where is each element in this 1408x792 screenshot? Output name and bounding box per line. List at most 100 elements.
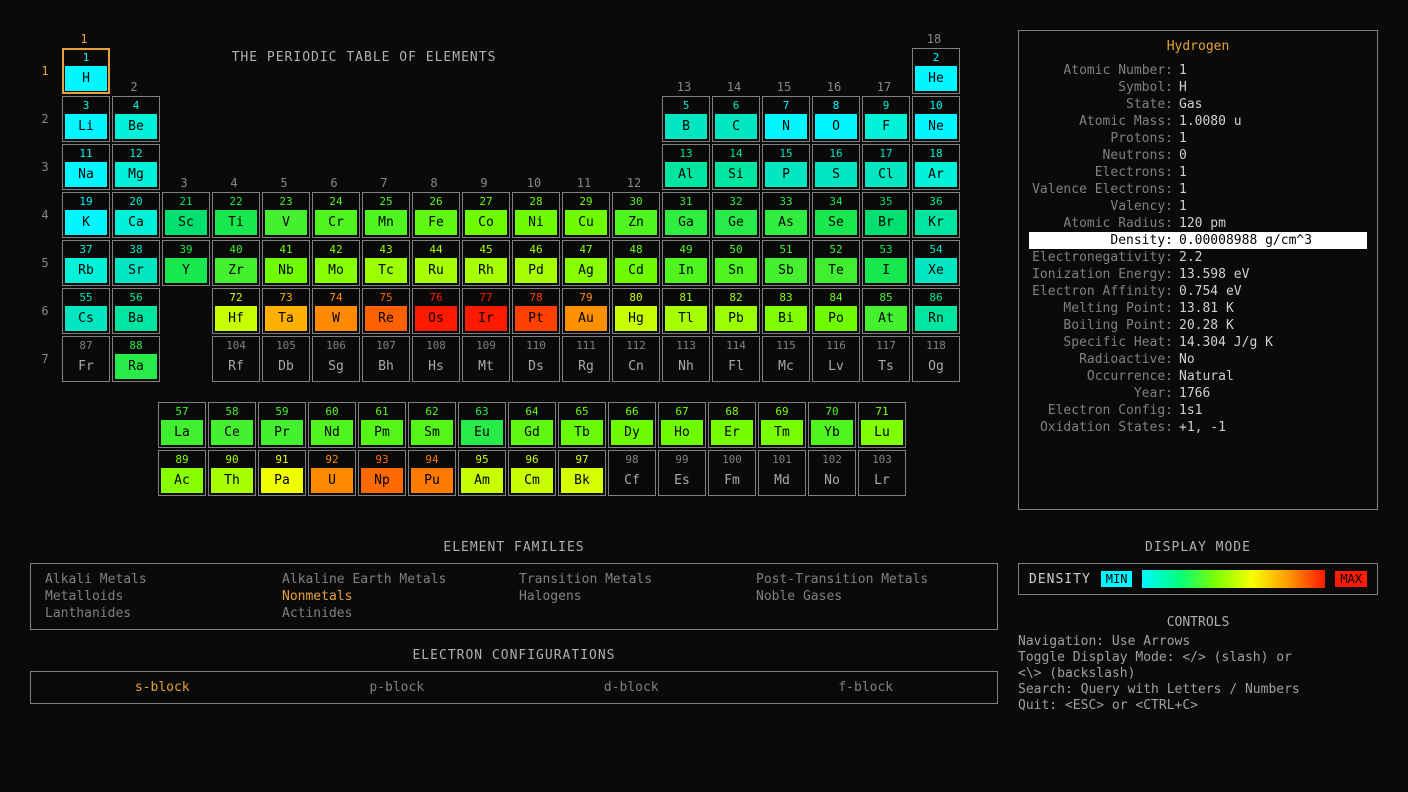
- element-cell-O[interactable]: 8O: [812, 96, 860, 142]
- element-cell-Mn[interactable]: 25Mn: [362, 192, 410, 238]
- element-cell-Cu[interactable]: 29Cu: [562, 192, 610, 238]
- electron-config-item[interactable]: s-block: [45, 680, 280, 695]
- element-cell-Ir[interactable]: 77Ir: [462, 288, 510, 334]
- element-cell-N[interactable]: 7N: [762, 96, 810, 142]
- element-cell-Hf[interactable]: 72Hf: [212, 288, 260, 334]
- element-cell-Mc[interactable]: 115Mc: [762, 336, 810, 382]
- family-item[interactable]: Alkaline Earth Metals: [282, 572, 509, 587]
- element-cell-Ce[interactable]: 58Ce: [208, 402, 256, 448]
- element-cell-Xe[interactable]: 54Xe: [912, 240, 960, 286]
- element-cell-Am[interactable]: 95Am: [458, 450, 506, 496]
- element-cell-Li[interactable]: 3Li: [62, 96, 110, 142]
- element-cell-Eu[interactable]: 63Eu: [458, 402, 506, 448]
- element-cell-Nh[interactable]: 113Nh: [662, 336, 710, 382]
- element-cell-Tc[interactable]: 43Tc: [362, 240, 410, 286]
- element-cell-Dy[interactable]: 66Dy: [608, 402, 656, 448]
- element-cell-Rf[interactable]: 104Rf: [212, 336, 260, 382]
- element-cell-P[interactable]: 15P: [762, 144, 810, 190]
- element-cell-Na[interactable]: 11Na: [62, 144, 110, 190]
- element-cell-Md[interactable]: 101Md: [758, 450, 806, 496]
- element-cell-No[interactable]: 102No: [808, 450, 856, 496]
- element-cell-Tb[interactable]: 65Tb: [558, 402, 606, 448]
- element-cell-Cn[interactable]: 112Cn: [612, 336, 660, 382]
- element-cell-Cm[interactable]: 96Cm: [508, 450, 556, 496]
- element-cell-Cd[interactable]: 48Cd: [612, 240, 660, 286]
- element-cell-Fm[interactable]: 100Fm: [708, 450, 756, 496]
- element-cell-Pa[interactable]: 91Pa: [258, 450, 306, 496]
- family-item[interactable]: Metalloids: [45, 589, 272, 604]
- element-cell-Ta[interactable]: 73Ta: [262, 288, 310, 334]
- element-cell-Al[interactable]: 13Al: [662, 144, 710, 190]
- element-cell-Mt[interactable]: 109Mt: [462, 336, 510, 382]
- element-cell-Tm[interactable]: 69Tm: [758, 402, 806, 448]
- element-cell-Re[interactable]: 75Re: [362, 288, 410, 334]
- element-cell-Co[interactable]: 27Co: [462, 192, 510, 238]
- element-cell-Ra[interactable]: 88Ra: [112, 336, 160, 382]
- element-cell-Hg[interactable]: 80Hg: [612, 288, 660, 334]
- electron-config-item[interactable]: f-block: [749, 680, 984, 695]
- element-cell-Ge[interactable]: 32Ge: [712, 192, 760, 238]
- element-cell-Bh[interactable]: 107Bh: [362, 336, 410, 382]
- element-cell-Es[interactable]: 99Es: [658, 450, 706, 496]
- element-cell-Nd[interactable]: 60Nd: [308, 402, 356, 448]
- element-cell-Er[interactable]: 68Er: [708, 402, 756, 448]
- element-cell-Sn[interactable]: 50Sn: [712, 240, 760, 286]
- element-cell-Pt[interactable]: 78Pt: [512, 288, 560, 334]
- element-cell-Y[interactable]: 39Y: [162, 240, 210, 286]
- element-cell-Th[interactable]: 90Th: [208, 450, 256, 496]
- element-cell-Ni[interactable]: 28Ni: [512, 192, 560, 238]
- element-cell-Ca[interactable]: 20Ca: [112, 192, 160, 238]
- element-cell-Db[interactable]: 105Db: [262, 336, 310, 382]
- element-cell-Cr[interactable]: 24Cr: [312, 192, 360, 238]
- element-cell-Ba[interactable]: 56Ba: [112, 288, 160, 334]
- element-cell-Au[interactable]: 79Au: [562, 288, 610, 334]
- element-cell-Cl[interactable]: 17Cl: [862, 144, 910, 190]
- element-cell-As[interactable]: 33As: [762, 192, 810, 238]
- element-cell-Si[interactable]: 14Si: [712, 144, 760, 190]
- family-item[interactable]: Actinides: [282, 606, 509, 621]
- element-cell-Pd[interactable]: 46Pd: [512, 240, 560, 286]
- element-cell-Np[interactable]: 93Np: [358, 450, 406, 496]
- family-item[interactable]: Lanthanides: [45, 606, 272, 621]
- element-cell-Pr[interactable]: 59Pr: [258, 402, 306, 448]
- element-cell-U[interactable]: 92U: [308, 450, 356, 496]
- element-cell-Ga[interactable]: 31Ga: [662, 192, 710, 238]
- element-cell-F[interactable]: 9F: [862, 96, 910, 142]
- family-item[interactable]: Post-Transition Metals: [756, 572, 983, 587]
- element-cell-Sg[interactable]: 106Sg: [312, 336, 360, 382]
- element-cell-Ho[interactable]: 67Ho: [658, 402, 706, 448]
- element-cell-Rg[interactable]: 111Rg: [562, 336, 610, 382]
- element-cell-W[interactable]: 74W: [312, 288, 360, 334]
- element-cell-Sr[interactable]: 38Sr: [112, 240, 160, 286]
- element-cell-Te[interactable]: 52Te: [812, 240, 860, 286]
- element-cell-Sb[interactable]: 51Sb: [762, 240, 810, 286]
- element-cell-Og[interactable]: 118Og: [912, 336, 960, 382]
- electron-config-item[interactable]: p-block: [280, 680, 515, 695]
- element-cell-La[interactable]: 57La: [158, 402, 206, 448]
- element-cell-Os[interactable]: 76Os: [412, 288, 460, 334]
- element-cell-Cf[interactable]: 98Cf: [608, 450, 656, 496]
- element-cell-Ds[interactable]: 110Ds: [512, 336, 560, 382]
- element-cell-Rh[interactable]: 45Rh: [462, 240, 510, 286]
- element-cell-Lv[interactable]: 116Lv: [812, 336, 860, 382]
- element-cell-Fr[interactable]: 87Fr: [62, 336, 110, 382]
- element-cell-B[interactable]: 5B: [662, 96, 710, 142]
- element-cell-Hs[interactable]: 108Hs: [412, 336, 460, 382]
- element-cell-Ti[interactable]: 22Ti: [212, 192, 260, 238]
- element-cell-Fl[interactable]: 114Fl: [712, 336, 760, 382]
- element-cell-Yb[interactable]: 70Yb: [808, 402, 856, 448]
- element-cell-At[interactable]: 85At: [862, 288, 910, 334]
- element-cell-Lu[interactable]: 71Lu: [858, 402, 906, 448]
- element-cell-K[interactable]: 19K: [62, 192, 110, 238]
- element-cell-Ac[interactable]: 89Ac: [158, 450, 206, 496]
- element-cell-C[interactable]: 6C: [712, 96, 760, 142]
- element-cell-Zr[interactable]: 40Zr: [212, 240, 260, 286]
- element-cell-Lr[interactable]: 103Lr: [858, 450, 906, 496]
- element-cell-Br[interactable]: 35Br: [862, 192, 910, 238]
- family-item[interactable]: Transition Metals: [519, 572, 746, 587]
- element-cell-Ts[interactable]: 117Ts: [862, 336, 910, 382]
- element-cell-Pb[interactable]: 82Pb: [712, 288, 760, 334]
- element-cell-Se[interactable]: 34Se: [812, 192, 860, 238]
- element-cell-Zn[interactable]: 30Zn: [612, 192, 660, 238]
- element-cell-Kr[interactable]: 36Kr: [912, 192, 960, 238]
